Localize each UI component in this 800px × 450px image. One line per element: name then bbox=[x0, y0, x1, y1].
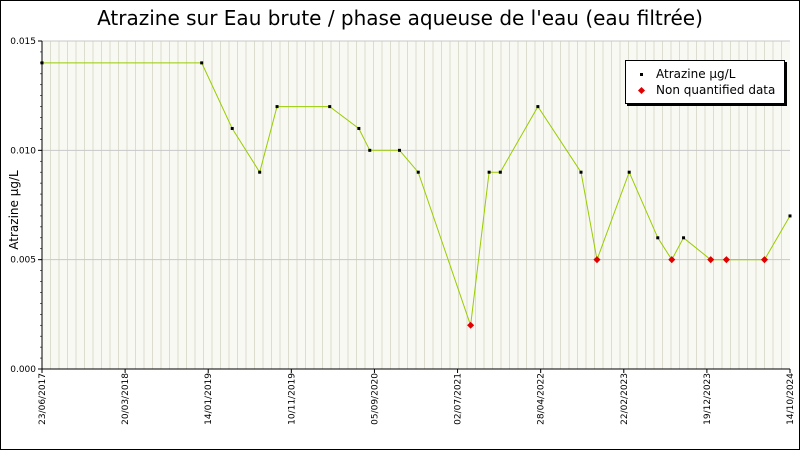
data-point bbox=[627, 170, 631, 174]
x-tick-label: 23/06/2017 bbox=[38, 373, 48, 425]
series-line bbox=[42, 62, 791, 326]
data-point bbox=[536, 105, 540, 109]
chart-title: Atrazine sur Eau brute / phase aqueuse d… bbox=[97, 6, 703, 30]
y-axis-ticks: 0.000 0.005 0.010 0.015 bbox=[10, 37, 42, 375]
legend-label-non-quantified: Non quantified data bbox=[656, 83, 776, 97]
data-point bbox=[579, 170, 583, 174]
legend-item-atrazine: Atrazine µg/L bbox=[634, 66, 735, 82]
y-tick-label: 0.010 bbox=[10, 146, 36, 156]
data-point-non-quantified bbox=[722, 256, 730, 264]
data-point bbox=[200, 61, 204, 65]
legend-marker-black bbox=[634, 66, 648, 82]
data-point-non-quantified bbox=[467, 321, 475, 329]
data-point bbox=[656, 236, 660, 240]
x-tick-label: 02/07/2021 bbox=[454, 373, 464, 425]
y-tick-label: 0.005 bbox=[10, 256, 36, 266]
data-point-non-quantified bbox=[593, 256, 601, 264]
y-tick-label: 0.015 bbox=[10, 37, 36, 47]
legend-item-non-quantified: Non quantified data bbox=[634, 82, 775, 98]
data-point bbox=[275, 105, 279, 109]
data-point-non-quantified bbox=[707, 256, 715, 264]
x-tick-label: 05/09/2020 bbox=[370, 373, 380, 425]
legend: Atrazine µg/L Non quantified data bbox=[625, 60, 785, 104]
x-tick-label: 14/10/2024 bbox=[786, 373, 796, 425]
data-point-non-quantified bbox=[668, 256, 676, 264]
x-tick-label: 20/03/2018 bbox=[121, 373, 131, 425]
data-point bbox=[368, 148, 372, 152]
x-tick-label: 19/12/2023 bbox=[703, 373, 713, 425]
data-point bbox=[498, 170, 502, 174]
data-point bbox=[357, 126, 361, 130]
series-atrazine bbox=[40, 61, 792, 329]
x-axis-ticks: 23/06/2017 20/03/2018 14/01/2019 10/11/2019… bbox=[38, 369, 796, 425]
data-point bbox=[487, 170, 491, 174]
data-point-non-quantified bbox=[760, 256, 769, 264]
data-point bbox=[397, 148, 401, 152]
x-tick-label: 22/02/2023 bbox=[620, 373, 630, 425]
data-point bbox=[682, 236, 686, 240]
y-tick-label: 0.000 bbox=[10, 365, 36, 375]
data-point bbox=[40, 61, 44, 65]
y-axis-label: Atrazine µg/L bbox=[7, 170, 21, 250]
data-point bbox=[230, 126, 234, 130]
data-point bbox=[788, 214, 792, 218]
x-tick-label: 28/04/2022 bbox=[537, 373, 547, 425]
data-point bbox=[328, 105, 332, 109]
data-point bbox=[258, 170, 262, 174]
data-point bbox=[416, 170, 420, 174]
x-tick-label: 10/11/2019 bbox=[287, 373, 297, 425]
legend-label-atrazine: Atrazine µg/L bbox=[656, 67, 736, 81]
legend-marker-red bbox=[634, 82, 648, 98]
x-tick-label: 14/01/2019 bbox=[204, 373, 214, 425]
